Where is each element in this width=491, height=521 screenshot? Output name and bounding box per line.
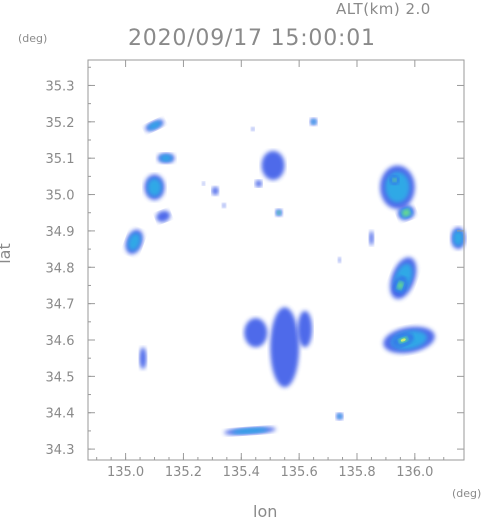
echo-inner [147,178,162,197]
echo-cell [139,347,147,370]
echo-inner [337,413,343,419]
echo-inner [385,172,410,203]
x-tick-label: 136.0 [396,465,433,480]
echo-cell [144,174,165,200]
echo-cell [224,426,276,435]
echo-core [397,281,404,290]
x-tick-label: 135.0 [107,465,144,480]
echo-outer [369,230,374,246]
echo-inner [160,154,173,162]
echo-inner [231,428,269,434]
echo-cell [297,310,313,348]
echo-cell [336,412,344,421]
echo-outer [211,186,219,196]
x-unit-label: (deg) [452,487,482,500]
echo-cell [261,150,285,180]
y-tick-label: 34.7 [46,298,75,313]
echo-cell [275,209,283,217]
x-tick-label: 135.6 [281,465,318,480]
y-tick-label: 35.0 [46,189,75,204]
y-tick-label: 34.9 [46,225,75,240]
x-tick-label: 135.2 [165,465,202,480]
x-axis-label: lon [253,502,278,521]
echo-cell [450,227,466,250]
echo-cell [202,181,206,186]
y-tick-label: 34.8 [46,261,75,276]
echo-cell [397,205,415,221]
echo-outer [270,307,300,388]
echo-outer [297,310,313,348]
y-tick-label: 34.4 [46,407,75,422]
x-tick-label: 135.4 [223,465,260,480]
echo-outer [255,180,263,188]
timestamp-title: 2020/09/17 15:00:01 [128,26,376,51]
echo-cell [156,210,171,223]
y-tick-label: 34.5 [46,370,75,385]
echo-cell [251,127,255,131]
echo-cell [244,318,268,348]
echo-layer [125,118,466,435]
echo-cell [394,276,407,295]
echo-outer [244,318,268,348]
echo-cell [390,175,399,185]
echo-outer [139,347,147,370]
plot-frame [87,59,465,461]
altitude-label: ALT(km) 2.0 [336,0,431,18]
y-tick-label: 35.3 [46,79,75,94]
echo-outer [338,257,342,263]
echo-cell [338,257,342,263]
y-unit-label: (deg) [18,32,48,45]
echo-cell [157,153,175,164]
echo-cell [255,180,263,188]
y-tick-label: 34.6 [46,334,75,349]
echo-core [277,211,281,215]
echo-outer [156,210,171,223]
echo-peak [400,338,406,342]
echo-inner [128,233,141,251]
echo-core [402,209,410,217]
tick-layer: 135.0 135.2 135.4 135.6 135.8 136.0 34.3 34.4 34… [46,60,464,480]
echo-inner [453,230,464,246]
y-tick-label: 34.3 [46,443,75,458]
echo-outer [261,150,285,180]
echo-inner [147,121,162,130]
y-tick-label: 35.1 [46,152,75,167]
echo-outer [251,127,255,131]
y-tick-label: 35.2 [46,116,75,131]
echo-cell [145,119,164,132]
echo-inner [311,119,317,125]
echo-cell [310,118,318,126]
echo-cell [270,307,300,388]
x-tick-label: 135.8 [338,465,375,480]
echo-cell [369,230,374,246]
echo-cell [222,203,226,208]
echo-outer [202,181,206,186]
echo-cell [380,165,415,210]
echo-cell [393,333,413,347]
echo-cell [125,229,144,255]
echo-cell [211,186,219,196]
echo-outer [222,203,226,208]
echo-core [392,178,397,182]
